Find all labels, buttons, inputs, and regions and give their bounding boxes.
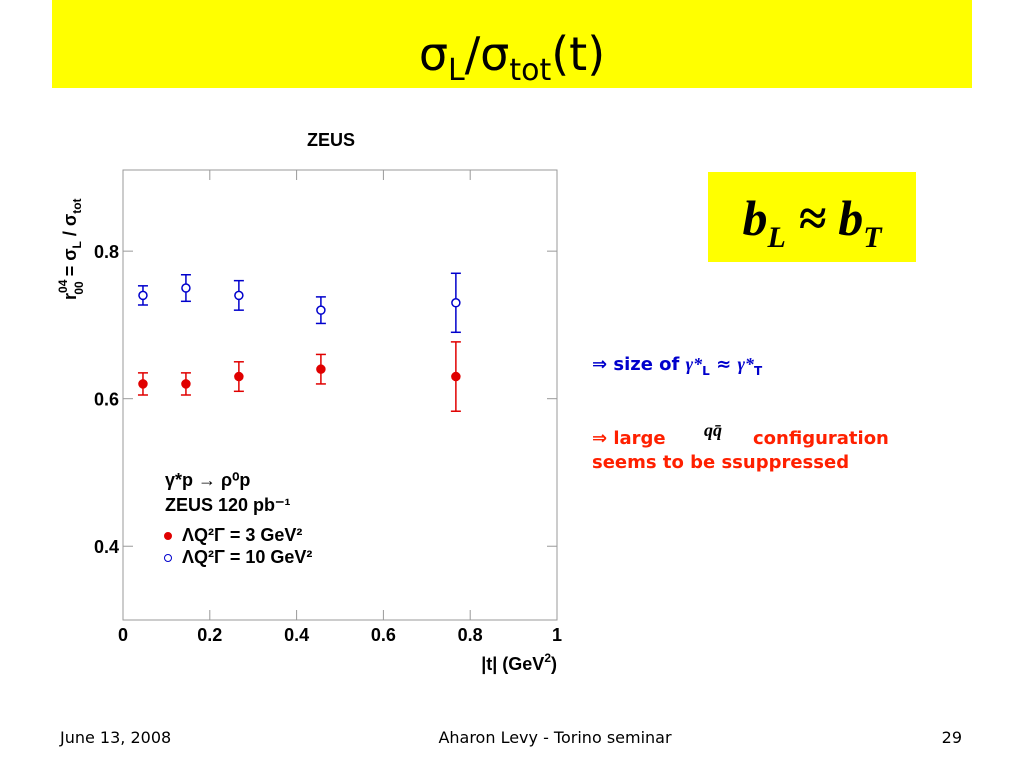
bullet: ⇒ large qq̄ configuration seems to be ssupp… — [592, 420, 889, 473]
bullet-part: seems to be ssuppressed — [592, 452, 849, 473]
y-tick-label: 0.4 — [94, 537, 119, 557]
formula-part: ≈ b — [786, 190, 863, 246]
point — [234, 371, 244, 382]
formula-box — [708, 172, 916, 262]
xlabel-part: 2 — [544, 651, 551, 665]
bullet-part: γ* — [686, 354, 703, 374]
bullet-part: ≈ — [710, 354, 738, 375]
bullet-part: γ* — [737, 354, 754, 374]
chart-title: ZEUS — [307, 130, 355, 150]
ylabel-part: r — [60, 293, 80, 300]
point — [234, 290, 244, 301]
y-tick-label: 0.8 — [94, 242, 119, 262]
bullet-part: configuration — [753, 428, 889, 449]
legend-marker — [164, 554, 172, 562]
xlabel-part: |t| (GeV — [481, 654, 544, 674]
title-part: tot — [509, 53, 551, 88]
ylabel-part: = σ — [60, 248, 80, 281]
y-axis-label: r04 00 = σL / σtot — [56, 198, 86, 300]
legend-header: γ*p → ρ⁰p — [165, 470, 250, 490]
legend-header: ZEUS 120 pb⁻¹ — [165, 495, 291, 515]
point — [316, 364, 326, 374]
footer-date: June 13, 2008 — [59, 728, 171, 747]
legend-label: ΛQ²Γ = 3 GeV² — [182, 525, 302, 545]
title-part: /σ — [465, 27, 510, 81]
title-part: L — [448, 53, 465, 88]
point — [181, 379, 191, 389]
bullet-part: qq̄ — [704, 420, 722, 440]
bullet-part: ⇒ large — [592, 428, 666, 449]
plot-frame — [122, 169, 558, 621]
point — [451, 298, 461, 308]
formula: bL ≈ bT — [742, 190, 883, 254]
x-tick-label: 0.4 — [284, 625, 309, 645]
footer-page: 29 — [942, 728, 962, 747]
title-band — [52, 0, 972, 88]
x-tick-label: 0.6 — [371, 625, 396, 645]
footer-center: Aharon Levy - Torino seminar — [438, 728, 672, 747]
bullet-part: T — [754, 364, 763, 378]
formula-part: b — [742, 190, 767, 246]
point — [138, 379, 148, 389]
slide-title: σL/σtot(t) — [419, 27, 605, 88]
point — [316, 305, 326, 315]
ylabel-part: tot — [70, 198, 84, 213]
bullet-part: L — [702, 364, 710, 378]
formula-part: T — [863, 221, 883, 254]
ylabel-part: L — [70, 241, 84, 248]
ylabel-part: / σ — [60, 214, 80, 241]
x-tick-label: 0.2 — [197, 625, 222, 645]
ylabel-part: 00 — [72, 281, 86, 295]
point — [138, 290, 148, 301]
legend-label: ΛQ²Γ = 10 GeV² — [182, 547, 312, 567]
x-tick-label: 0.8 — [458, 625, 483, 645]
point — [451, 371, 461, 382]
xlabel-part: ) — [551, 654, 557, 674]
bullet: ⇒ size of γ*L ≈ γ*T — [592, 354, 763, 378]
bullet-part: ⇒ size of — [592, 354, 686, 375]
y-tick-label: 0.6 — [94, 390, 119, 410]
title-part: (t) — [551, 27, 605, 81]
x-axis-label: |t| (GeV2) — [481, 651, 557, 674]
x-tick-label: 0 — [118, 625, 128, 645]
formula-part: L — [766, 221, 785, 254]
title-part: σ — [419, 27, 448, 81]
ylabel-part: 04 — [56, 279, 70, 293]
x-tick-label: 1 — [552, 625, 562, 645]
legend-marker — [164, 532, 172, 540]
point — [181, 283, 191, 293]
